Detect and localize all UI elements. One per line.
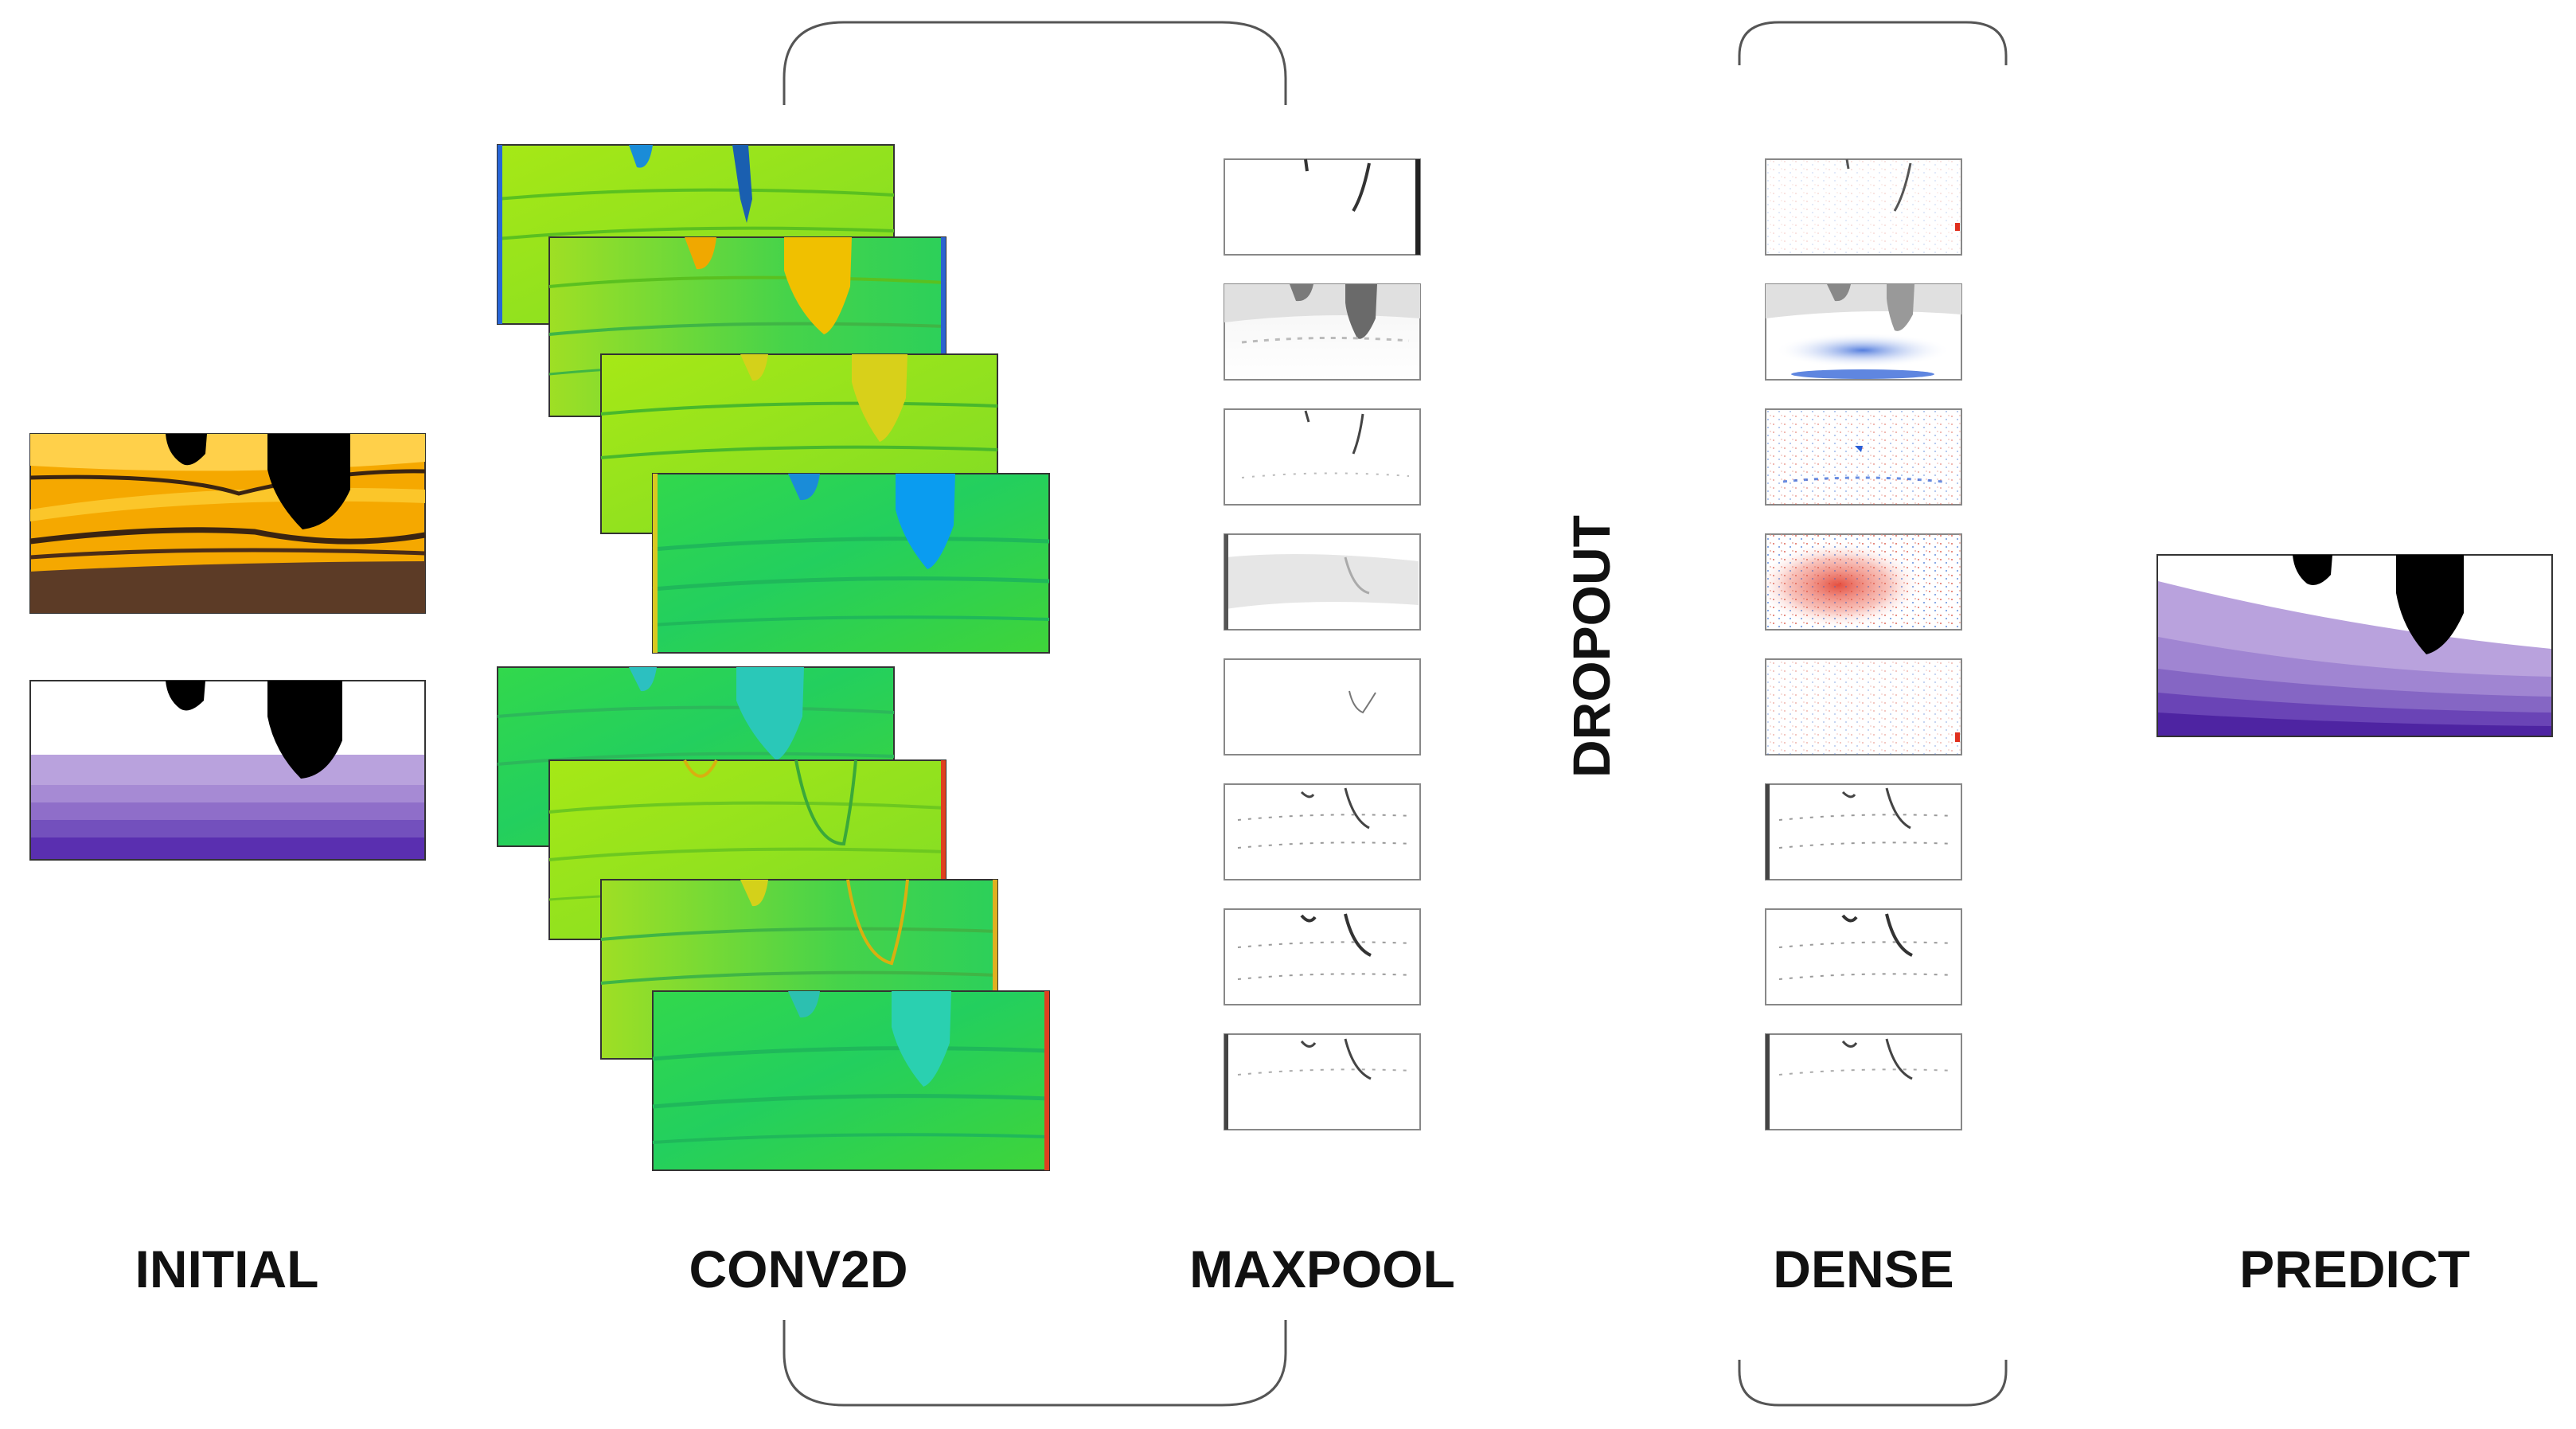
conv2d-feature-map-8 <box>652 990 1050 1171</box>
initial-label: INITIAL <box>135 1240 319 1298</box>
initial-geology-map <box>29 433 426 614</box>
dense-label: DENSE <box>1773 1240 1953 1298</box>
maxpool-map-1 <box>1224 158 1421 256</box>
dense-bracket-bottom <box>1738 1360 2008 1407</box>
maxpool-map-8 <box>1224 1033 1421 1130</box>
dense-map-4 <box>1763 533 1962 631</box>
dropout-label: DROPOUT <box>1562 515 1621 778</box>
dense-map-8 <box>1765 1033 1962 1130</box>
maxpool-label: MAXPOOL <box>1189 1240 1455 1298</box>
initial-target-map <box>29 680 426 861</box>
conv2d-feature-map-4 <box>652 473 1050 654</box>
maxpool-map-2 <box>1224 283 1421 381</box>
dense-map-5 <box>1765 658 1962 755</box>
maxpool-map-4 <box>1224 533 1421 631</box>
dense-map-3 <box>1765 408 1962 506</box>
conv2d-label: CONV2D <box>689 1240 907 1298</box>
dense-map-6 <box>1765 783 1962 880</box>
maxpool-map-7 <box>1224 908 1421 1005</box>
dense-map-7 <box>1765 908 1962 1005</box>
dense-bracket-top <box>1738 21 2008 65</box>
predicted-map <box>2156 554 2553 737</box>
dense-map-1 <box>1765 158 1962 256</box>
predict-label: PREDICT <box>2239 1240 2470 1298</box>
conv-maxpool-bracket-top <box>783 21 1287 105</box>
maxpool-map-6 <box>1224 783 1421 880</box>
maxpool-map-3 <box>1224 408 1421 506</box>
conv-maxpool-bracket-bottom <box>783 1320 1287 1407</box>
maxpool-map-5 <box>1224 658 1421 755</box>
dense-map-2 <box>1765 283 1962 381</box>
